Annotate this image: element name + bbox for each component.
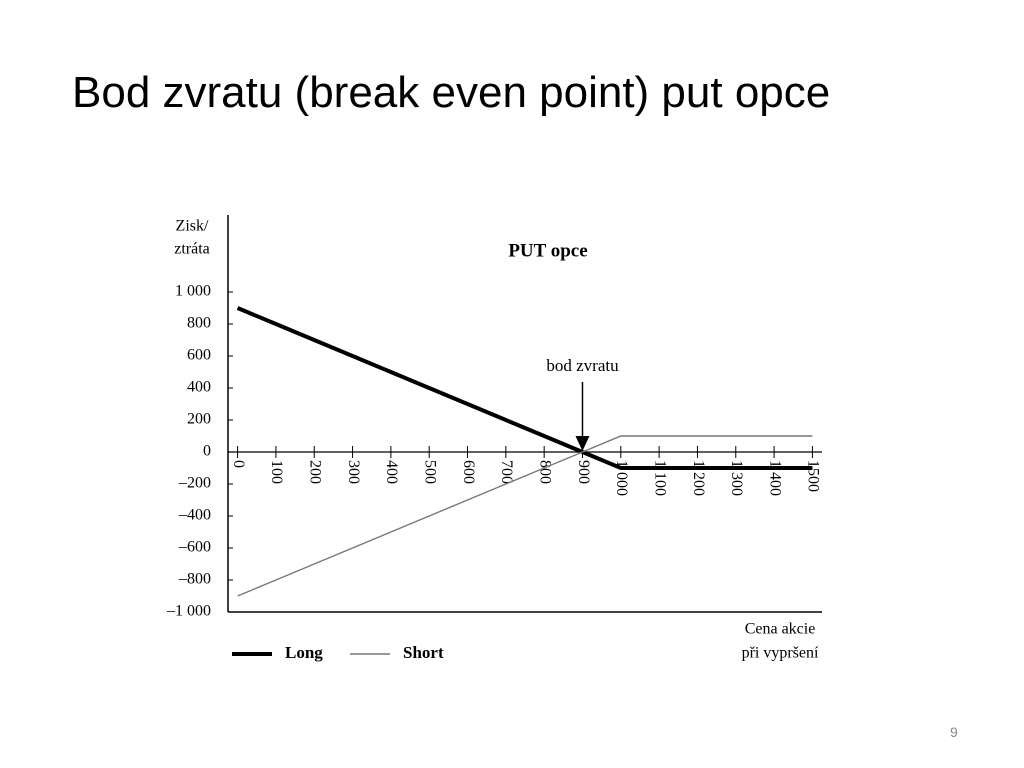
annotation: bod zvratu bbox=[546, 356, 619, 375]
x-tick-label: 900 bbox=[575, 460, 592, 484]
x-axis-label: Cena akcie bbox=[745, 621, 816, 638]
series-line bbox=[237, 435, 813, 597]
x-tick-label: 1 400 bbox=[766, 460, 783, 496]
y-tick-label: 400 bbox=[187, 379, 211, 396]
x-tick-label: 0 bbox=[230, 460, 247, 468]
x-tick-label: 700 bbox=[498, 460, 515, 484]
x-tick-label: 300 bbox=[345, 460, 362, 484]
x-tick-label: 1 100 bbox=[651, 460, 668, 496]
page-number: 9 bbox=[950, 724, 958, 740]
x-tick-label: 200 bbox=[307, 460, 324, 484]
slide-title: Bod zvratu (break even point) put opce bbox=[72, 68, 831, 117]
x-tick-label: 1 300 bbox=[728, 460, 745, 496]
annotation-arrowhead bbox=[575, 436, 590, 451]
legend-label: Long bbox=[285, 643, 323, 662]
y-tick-label: –600 bbox=[178, 539, 211, 556]
y-tick-label: 200 bbox=[187, 411, 211, 428]
y-axis-label: ztráta bbox=[174, 241, 210, 258]
chart-title: PUT opce bbox=[508, 240, 587, 261]
x-tick-label: 1500 bbox=[805, 460, 822, 492]
y-tick-label: 1 000 bbox=[175, 283, 211, 300]
y-tick-label: –1 000 bbox=[166, 603, 211, 620]
y-tick-label: –400 bbox=[178, 507, 211, 524]
x-tick-label: 1 200 bbox=[690, 460, 707, 496]
x-tick-label: 500 bbox=[422, 460, 439, 484]
y-axis-label: Zisk/ bbox=[176, 218, 209, 235]
x-tick-label: 600 bbox=[460, 460, 477, 484]
y-tick-label: 600 bbox=[187, 347, 211, 364]
y-tick-label: –800 bbox=[178, 571, 211, 588]
y-tick-label: –200 bbox=[178, 475, 211, 492]
x-tick-label: 800 bbox=[536, 460, 553, 484]
series-line bbox=[236, 306, 813, 470]
x-tick-label: 400 bbox=[383, 460, 400, 484]
y-tick-label: 0 bbox=[203, 443, 211, 460]
y-tick-label: 800 bbox=[187, 315, 211, 332]
x-axis-label: při vypršení bbox=[742, 645, 819, 662]
x-tick-label: 100 bbox=[268, 460, 285, 484]
legend-label: Short bbox=[403, 643, 444, 662]
